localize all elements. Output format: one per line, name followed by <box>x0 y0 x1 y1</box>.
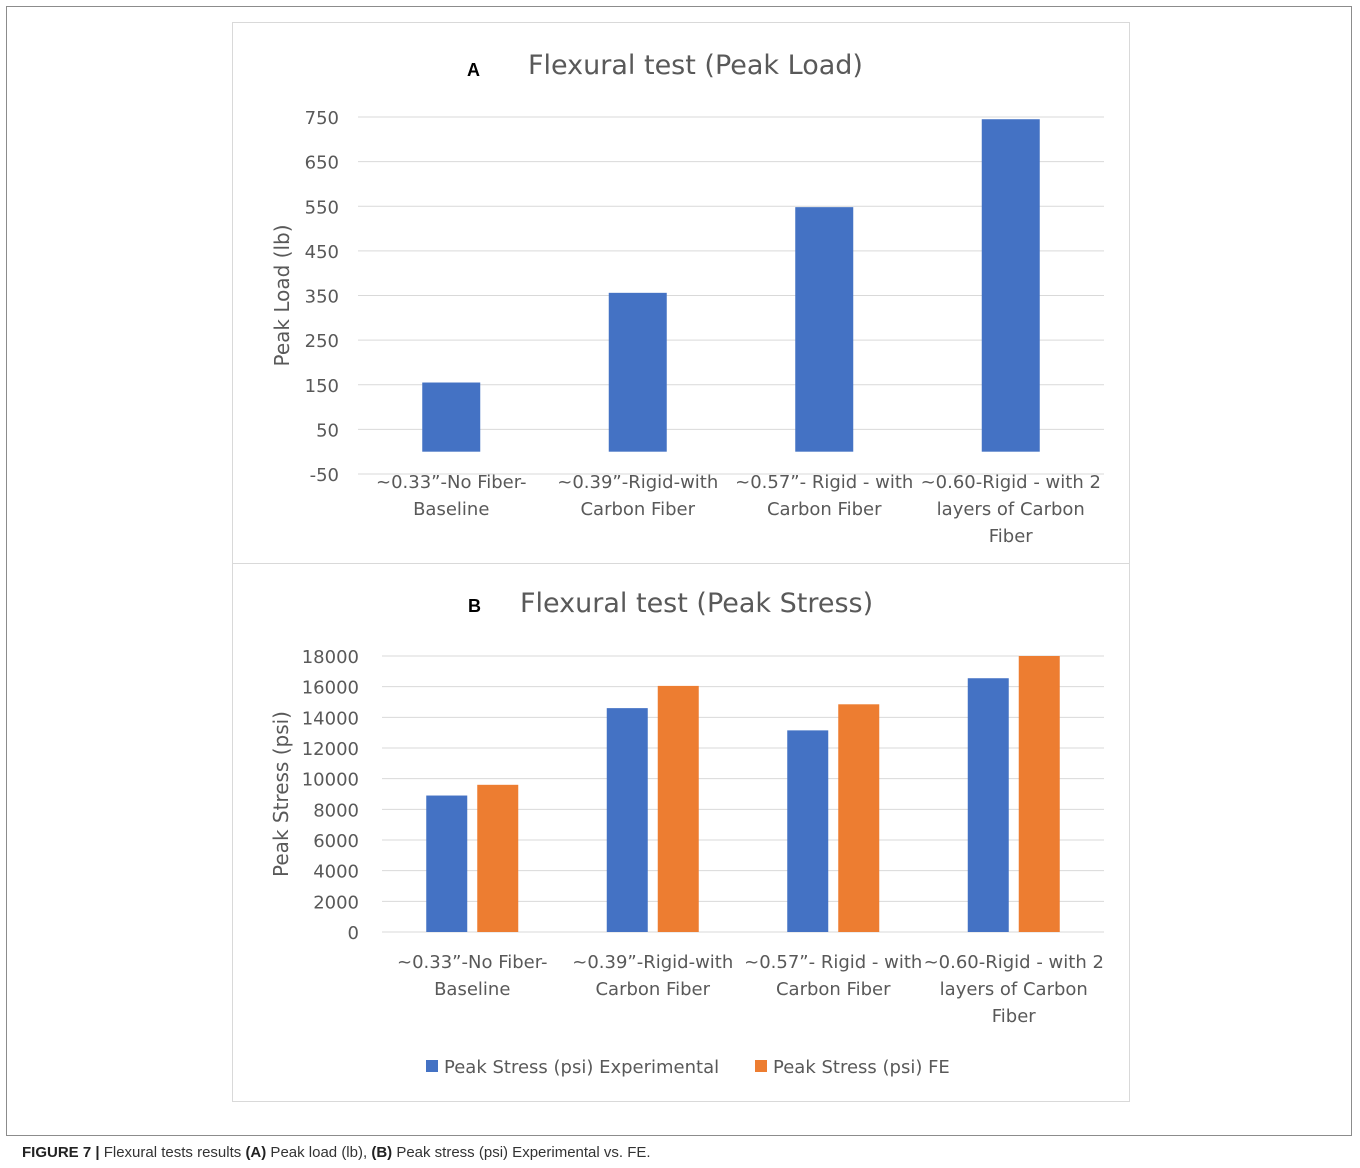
bar-b-s1-c3 <box>1018 656 1060 932</box>
caption-text-2: Peak load (lb), <box>266 1144 372 1161</box>
figure-frame <box>6 6 1352 1136</box>
bar-a-s0-c1 <box>608 292 667 452</box>
chart-title-a: Flexural test (Peak Load) <box>528 50 863 81</box>
bar-b-s0-c2 <box>787 730 829 932</box>
bar-b-s1-c2 <box>838 704 880 932</box>
y-tick-label: 4000 <box>313 862 359 883</box>
panel-label-a: A <box>467 60 480 80</box>
legend-swatch <box>426 1060 438 1072</box>
bar-a-s0-c2 <box>795 207 854 452</box>
y-tick-label: 2000 <box>313 892 359 913</box>
legend-label: Peak Stress (psi) FE <box>773 1057 950 1078</box>
bar-a-s0-c3 <box>981 119 1040 452</box>
y-tick-label: 8000 <box>313 800 359 821</box>
caption-text-1: Flexural tests results <box>99 1144 246 1161</box>
y-tick-label: 350 <box>305 287 339 308</box>
y-axis-label: Peak Stress (psi) <box>269 711 293 877</box>
y-tick-label: 650 <box>305 153 339 174</box>
bar-b-s1-c0 <box>477 784 519 932</box>
y-tick-label: 0 <box>348 923 359 944</box>
bar-b-s1-c1 <box>657 685 699 932</box>
y-tick-label: 14000 <box>302 708 359 729</box>
legend-label: Peak Stress (psi) Experimental <box>444 1057 719 1078</box>
x-tick-label: ~0.60-Rigid - with 2 layers of Carbon Fibe… <box>921 472 1101 547</box>
x-tick-label: ~0.33”-No Fiber-Baseline <box>397 952 547 1000</box>
y-tick-label: 150 <box>305 376 339 397</box>
x-tick-label: ~0.39”-Rigid-with Carbon Fiber <box>557 472 718 520</box>
figure-caption: FIGURE 7 | Flexural tests results (A) Pe… <box>22 1144 651 1161</box>
x-tick-label: ~0.57”- Rigid - with Carbon Fiber <box>744 952 922 1000</box>
chart-panel-b: B Flexural test (Peak Stress) 18000 16000… <box>232 563 1130 1102</box>
y-tick-label: 16000 <box>302 678 359 699</box>
x-tick-label: ~0.57”- Rigid - with Carbon Fiber <box>735 472 913 520</box>
chart-plot-b: 18000 16000 14000 12000 10000 8000 6000 4000 200… <box>269 647 1104 1078</box>
y-tick-label: 10000 <box>302 770 359 791</box>
y-tick-label: 50 <box>316 420 339 441</box>
chart-plot-a: 750 650 550 450 350 250 150 50 -50 Peak Load (lb)… <box>270 108 1104 547</box>
chart-panel-a: A Flexural test (Peak Load) 750 650 550 450… <box>232 22 1130 564</box>
y-tick-label: 250 <box>305 331 339 352</box>
x-tick-label: ~0.39”-Rigid-with Carbon Fiber <box>572 952 733 1000</box>
bar-a-s0-c0 <box>422 382 481 452</box>
y-tick-label: -50 <box>310 465 339 486</box>
x-tick-label: ~0.33”-No Fiber-Baseline <box>376 472 526 520</box>
caption-ref-a: (A) <box>245 1144 267 1161</box>
caption-text-3: Peak stress (psi) Experimental vs. FE. <box>392 1144 651 1161</box>
bar-b-s0-c3 <box>967 678 1009 932</box>
y-axis-label: Peak Load (lb) <box>270 224 294 366</box>
chart-title-b: Flexural test (Peak Stress) <box>520 588 874 619</box>
y-tick-label: 550 <box>305 197 339 218</box>
y-tick-label: 12000 <box>302 739 359 760</box>
panel-label-b: B <box>468 596 481 616</box>
legend-swatch <box>755 1060 767 1072</box>
x-tick-label: ~0.60-Rigid - with 2 layers of Carbon Fibe… <box>924 952 1104 1027</box>
y-tick-label: 6000 <box>313 831 359 852</box>
y-tick-label: 750 <box>305 108 339 129</box>
y-tick-label: 18000 <box>302 647 359 668</box>
y-tick-label: 450 <box>305 242 339 263</box>
bar-b-s0-c0 <box>426 795 468 932</box>
bar-b-s0-c1 <box>606 708 648 932</box>
caption-ref-b: (B) <box>371 1144 393 1161</box>
caption-prefix: FIGURE 7 | <box>22 1144 100 1161</box>
